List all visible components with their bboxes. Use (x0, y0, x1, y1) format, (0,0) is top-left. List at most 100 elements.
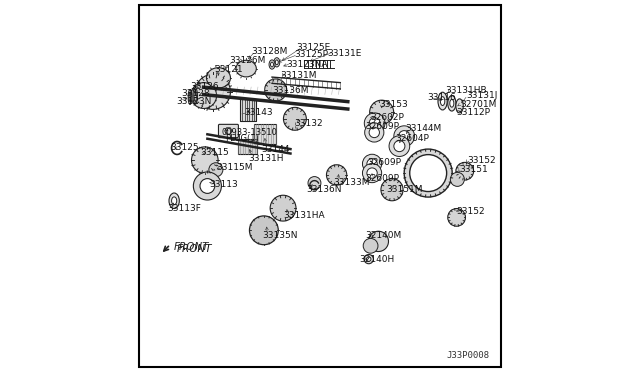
Text: 33125P: 33125P (294, 51, 328, 60)
Ellipse shape (195, 74, 230, 109)
Text: 33115: 33115 (200, 148, 228, 157)
Circle shape (364, 113, 385, 134)
Ellipse shape (368, 231, 388, 251)
Ellipse shape (169, 193, 179, 209)
Text: 33115M: 33115M (216, 163, 252, 172)
Circle shape (394, 141, 405, 152)
Ellipse shape (450, 99, 454, 107)
Text: FRONT: FRONT (177, 244, 212, 254)
Ellipse shape (284, 108, 307, 130)
Text: 32140M: 32140M (365, 231, 401, 240)
Bar (238, 140, 257, 154)
Text: 33144: 33144 (261, 145, 289, 154)
Ellipse shape (193, 87, 197, 104)
Text: 33151: 33151 (460, 165, 488, 174)
Text: 33143: 33143 (244, 108, 273, 117)
Ellipse shape (189, 92, 191, 102)
Text: 33112P: 33112P (456, 108, 491, 117)
Ellipse shape (410, 155, 447, 192)
Circle shape (365, 123, 384, 142)
Text: 33131HA: 33131HA (283, 211, 324, 220)
Ellipse shape (440, 97, 445, 106)
Text: 33125E: 33125E (296, 43, 330, 52)
Text: 33125: 33125 (170, 143, 199, 152)
Circle shape (367, 159, 377, 169)
Ellipse shape (172, 197, 177, 205)
Ellipse shape (209, 163, 223, 177)
Text: 33131E: 33131E (328, 49, 362, 58)
Ellipse shape (188, 90, 192, 105)
Text: 33128M: 33128M (252, 47, 288, 56)
Text: 33123N: 33123N (176, 97, 211, 106)
Ellipse shape (456, 99, 463, 113)
Ellipse shape (448, 209, 465, 226)
Text: 33131HB: 33131HB (445, 86, 487, 94)
Circle shape (399, 131, 410, 142)
Ellipse shape (370, 100, 394, 124)
Text: 33126: 33126 (191, 82, 220, 91)
Ellipse shape (326, 165, 347, 185)
Ellipse shape (367, 257, 371, 261)
Circle shape (369, 127, 380, 138)
Ellipse shape (364, 254, 373, 264)
Circle shape (193, 172, 221, 200)
Text: 33128: 33128 (182, 89, 210, 98)
Text: 33152: 33152 (456, 207, 485, 217)
Ellipse shape (381, 179, 403, 201)
Ellipse shape (271, 62, 273, 67)
Ellipse shape (404, 149, 452, 197)
Ellipse shape (264, 79, 287, 101)
FancyBboxPatch shape (218, 124, 239, 138)
Text: 33116: 33116 (427, 93, 456, 102)
Ellipse shape (275, 60, 278, 65)
Circle shape (362, 154, 381, 173)
Text: 33131J: 33131J (466, 91, 497, 100)
Ellipse shape (250, 216, 278, 245)
Text: PLUG(1): PLUG(1) (225, 134, 259, 142)
Text: 33123NA: 33123NA (287, 60, 328, 69)
Text: 33152: 33152 (468, 155, 496, 165)
Ellipse shape (191, 147, 218, 173)
Text: 33131M: 33131M (280, 71, 317, 80)
Text: 32609P: 32609P (365, 174, 399, 183)
Ellipse shape (308, 177, 321, 189)
Circle shape (367, 168, 377, 178)
Text: 32609P: 32609P (365, 122, 399, 131)
Ellipse shape (207, 68, 230, 88)
Circle shape (369, 118, 380, 129)
Ellipse shape (363, 238, 378, 253)
Text: 33121: 33121 (215, 65, 243, 74)
Text: 32609P: 32609P (367, 157, 401, 167)
Bar (240, 99, 257, 121)
Ellipse shape (274, 58, 280, 67)
Text: 33135N: 33135N (263, 231, 298, 240)
Text: 33113F: 33113F (168, 203, 202, 213)
Text: 33144M: 33144M (405, 124, 441, 133)
Ellipse shape (456, 162, 474, 180)
Text: 33136M: 33136M (272, 86, 308, 94)
Text: 33153: 33153 (379, 100, 408, 109)
Ellipse shape (270, 195, 296, 221)
Text: 32604P: 32604P (396, 134, 429, 142)
Ellipse shape (269, 60, 275, 69)
Ellipse shape (194, 90, 196, 102)
Circle shape (200, 179, 215, 193)
Text: 32140H: 32140H (360, 255, 395, 264)
Ellipse shape (191, 83, 216, 109)
Ellipse shape (438, 92, 447, 110)
Ellipse shape (451, 172, 465, 186)
Ellipse shape (448, 96, 456, 111)
Text: 33151M: 33151M (387, 185, 423, 194)
Text: 33136N: 33136N (306, 185, 342, 194)
Text: 33126M: 33126M (230, 56, 266, 65)
Circle shape (362, 163, 381, 183)
Text: 33133M: 33133M (333, 178, 369, 187)
Circle shape (394, 126, 415, 147)
Text: 32602P: 32602P (370, 113, 404, 122)
Text: 32701M: 32701M (460, 100, 497, 109)
Text: FRONT: FRONT (173, 242, 209, 252)
Ellipse shape (236, 60, 256, 77)
Text: J33P0008: J33P0008 (447, 350, 490, 359)
Text: 33113: 33113 (209, 180, 238, 189)
Text: 33131H: 33131H (248, 154, 284, 163)
